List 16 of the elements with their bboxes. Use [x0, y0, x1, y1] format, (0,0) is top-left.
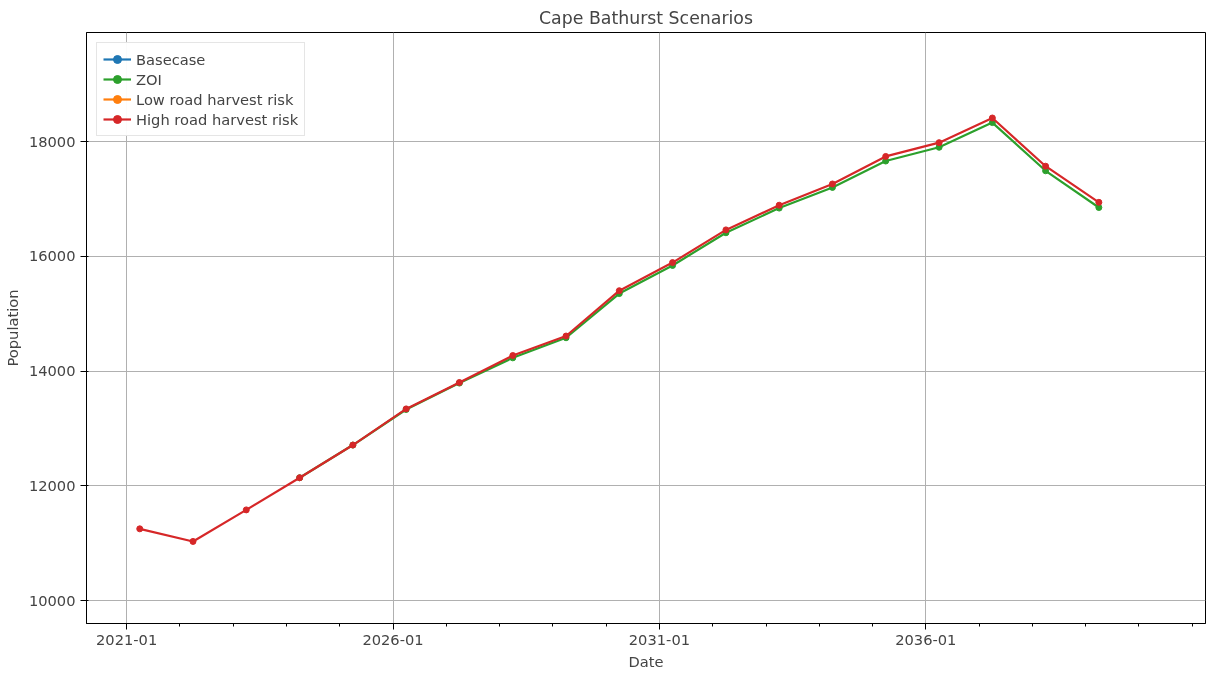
legend-label: Low road harvest risk	[136, 90, 294, 108]
x-tick-label: 2031-01	[628, 630, 691, 648]
y-tick-label: 18000	[28, 132, 76, 150]
legend-label: High road harvest risk	[136, 110, 299, 128]
legend-label: ZOI	[136, 70, 162, 88]
y-tick-label: 16000	[28, 247, 76, 265]
y-tick-label: 10000	[28, 591, 76, 609]
y-tick-label: 12000	[28, 476, 76, 494]
y-axis-title: Population	[3, 289, 21, 367]
chart-title: Cape Bathurst Scenarios	[539, 7, 753, 28]
x-axis-title: Date	[628, 652, 664, 670]
legend-label: Basecase	[136, 50, 206, 68]
y-tick-label: 14000	[28, 362, 76, 380]
x-tick-label: 2036-01	[895, 630, 957, 648]
x-tick-label: 2021-01	[96, 630, 158, 648]
x-tick-label: 2026-01	[362, 630, 424, 648]
